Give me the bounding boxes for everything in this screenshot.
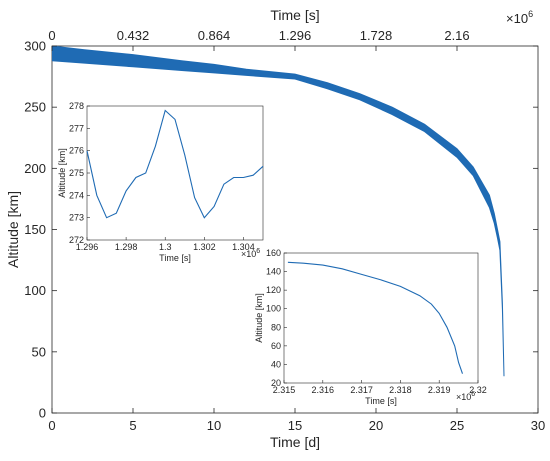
- y-tick-label: 40: [271, 359, 281, 369]
- x-tick-label: 1.302: [193, 242, 216, 252]
- inset-2-y-ticks: 20 40 60 80 100 120 140 160: [266, 248, 287, 388]
- main-top-ticks: 0 0.432 0.864 1.296 1.728 2.16: [48, 28, 470, 51]
- y-tick-label: 100: [266, 304, 281, 314]
- y-tick-label: 274: [69, 190, 84, 200]
- x-tick-label: 30: [531, 418, 545, 433]
- x-tick-label: 0: [48, 418, 55, 433]
- inset-2-x-axis-label: Time [s]: [365, 396, 397, 406]
- top-tick-label: 1.728: [360, 28, 393, 43]
- x-tick-label: 1.3: [159, 242, 172, 252]
- inset-1-plot-area: [86, 105, 264, 241]
- main-x-ticks: 0 5 10 15 20 25 30: [48, 408, 545, 433]
- top-tick-label: 0.864: [198, 28, 231, 43]
- inset-2-x-ticks: 2.315 2.316 2.317 2.318 2.319 2.32: [273, 380, 487, 395]
- top-tick-label: 0.432: [117, 28, 150, 43]
- y-tick-label: 50: [32, 344, 46, 359]
- y-tick-label: 60: [271, 341, 281, 351]
- y-tick-label: 300: [24, 39, 46, 54]
- i2-line: [287, 261, 464, 374]
- y-tick-label: 275: [69, 168, 84, 178]
- top-tick-label: 1.296: [279, 28, 312, 43]
- x-tick-label: 2.318: [389, 385, 412, 395]
- y-tick-label: 278: [69, 101, 84, 111]
- x-tick-label: 2.316: [312, 385, 335, 395]
- top-tick-label: 0: [48, 28, 55, 43]
- y-tick-label: 80: [271, 322, 281, 332]
- inset-chart-1: 1.296 1.298 1.3 1.302 1.304 2722732742752762…: [57, 101, 264, 263]
- y-tick-label: 100: [24, 283, 46, 298]
- y-tick-label: 277: [69, 123, 84, 133]
- x-tick-label: 1.298: [115, 242, 138, 252]
- inset-2-series: [287, 261, 464, 374]
- inset-1-y-ticks: 272 273 274 275 276 277 278: [69, 101, 90, 245]
- y-tick-label: 272: [69, 235, 84, 245]
- main-y-axis-label: Altitude [km]: [5, 191, 21, 268]
- y-tick-label: 200: [24, 161, 46, 176]
- y-tick-label: 120: [266, 285, 281, 295]
- x-tick-label: 25: [450, 418, 464, 433]
- y-tick-label: 140: [266, 267, 281, 277]
- main-top-axis-label: Time [s]: [270, 7, 319, 23]
- inset-1-y-axis-label: Altitude [km]: [57, 148, 67, 198]
- main-y-ticks: 0 50 100 150 200 250 300: [24, 39, 538, 421]
- y-tick-label: 276: [69, 146, 84, 156]
- inset-2-x-exponent: ×106: [456, 391, 475, 402]
- altitude-band: [52, 46, 505, 377]
- main-series: [52, 46, 505, 377]
- x-tick-label: 10: [207, 418, 221, 433]
- x-tick-label: 20: [369, 418, 383, 433]
- inset-1-x-axis-label: Time [s]: [159, 253, 191, 263]
- y-tick-label: 273: [69, 213, 84, 223]
- x-tick-label: 2.319: [428, 385, 451, 395]
- inset-1-x-ticks: 1.296 1.298 1.3 1.302 1.304: [76, 237, 255, 252]
- x-tick-label: 2.315: [273, 385, 296, 395]
- x-tick-label: 15: [288, 418, 302, 433]
- inset-chart-2: 2.315 2.316 2.317 2.318 2.319 2.32 20 40 60 80 10…: [254, 248, 487, 406]
- x-tick-label: 5: [129, 418, 136, 433]
- y-tick-label: 150: [24, 222, 46, 237]
- inset-1-x-exponent: ×106: [241, 248, 260, 259]
- inset-2-y-axis-label: Altitude [km]: [254, 293, 264, 343]
- y-tick-label: 0: [39, 406, 46, 421]
- x-tick-label: 2.32: [469, 385, 487, 395]
- main-top-axis-exponent: ×106: [506, 9, 533, 26]
- main-x-axis-label: Time [d]: [270, 434, 320, 450]
- y-tick-label: 20: [271, 378, 281, 388]
- x-tick-label: 1.296: [76, 242, 99, 252]
- x-tick-label: 2.317: [350, 385, 373, 395]
- inset-2-plot-area: [283, 252, 479, 384]
- inset-1-series: [86, 109, 264, 219]
- x-tick-label: 1.304: [232, 242, 255, 252]
- y-tick-label: 250: [24, 100, 46, 115]
- i1-line: [86, 109, 264, 219]
- y-tick-label: 160: [266, 248, 281, 258]
- top-tick-label: 2.16: [444, 28, 469, 43]
